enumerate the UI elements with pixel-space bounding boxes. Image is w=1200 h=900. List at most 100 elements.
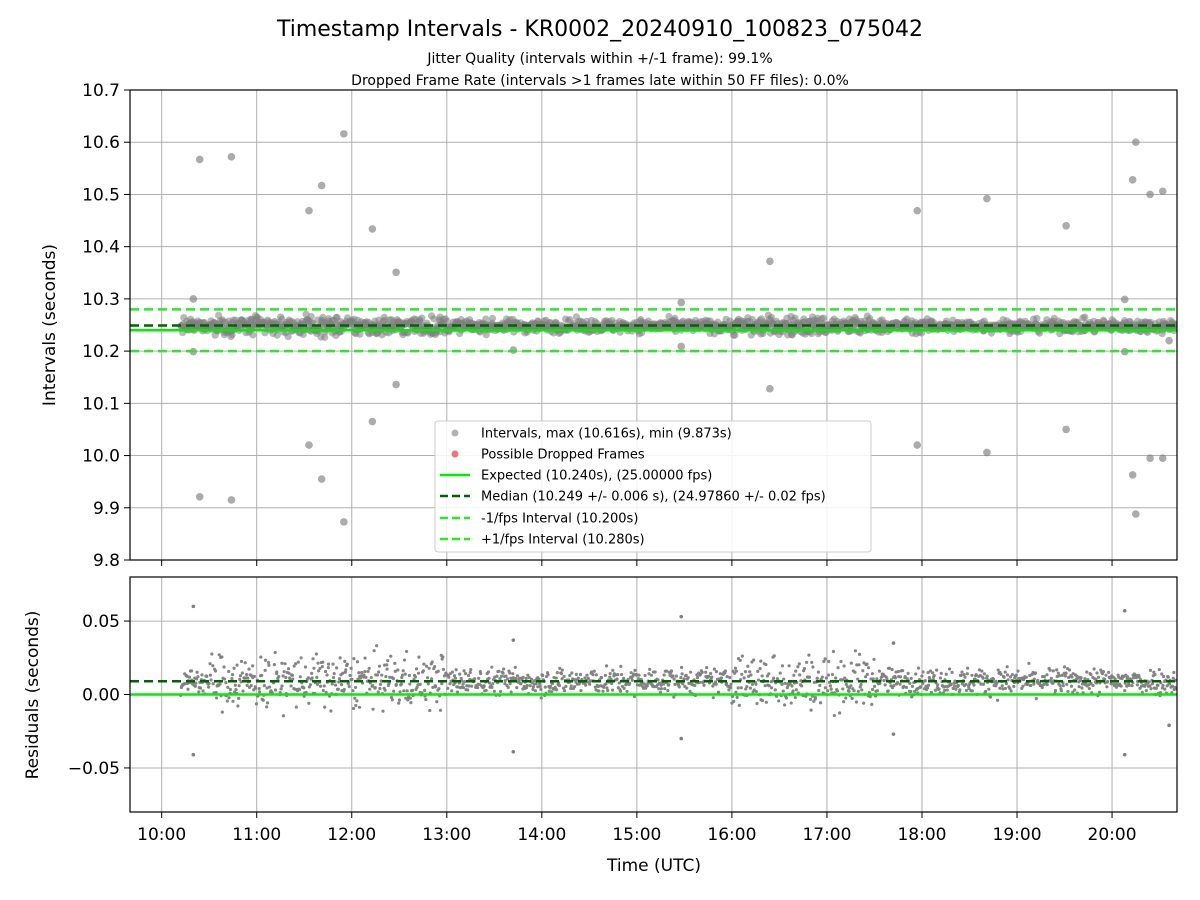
residuals-panel-point <box>426 682 430 686</box>
residuals-panel-point <box>252 674 257 678</box>
residuals-panel-point <box>1057 674 1062 678</box>
residuals-panel-point <box>636 677 641 681</box>
residuals-panel-point <box>459 676 463 680</box>
residuals-panel-point <box>980 669 984 673</box>
residuals-panel-point <box>781 689 785 693</box>
residuals-panel-point <box>707 674 711 678</box>
residuals-panel-point <box>390 698 394 702</box>
residuals-panel-point <box>912 690 917 694</box>
residuals-panel-point <box>410 688 415 692</box>
residuals-panel-point <box>363 669 367 674</box>
intervals-panel-point <box>443 317 451 326</box>
residuals-panel-point <box>588 682 592 686</box>
residuals-panel-point <box>981 676 985 680</box>
residuals-panel-point <box>1080 686 1084 690</box>
intervals-plot: 9.8 9.9 10.0 10.1 10.2 10.3 10.4 10.5 10.6 10.7 <box>82 81 1178 571</box>
intervals-panel-outlier-point <box>195 493 204 501</box>
residuals-panel-point <box>1087 686 1091 691</box>
residuals-panel-point <box>237 684 241 688</box>
residuals-panel-point <box>938 676 942 680</box>
residuals-panel-point <box>210 652 214 656</box>
residuals-panel-point <box>385 667 389 671</box>
residuals-panel-point <box>738 658 742 662</box>
residuals-panel-point <box>827 659 831 663</box>
residuals-panel-point <box>228 687 232 692</box>
residuals-panel-point <box>344 668 348 672</box>
residuals-panel-point <box>422 662 426 666</box>
residuals-panel-point <box>377 664 382 668</box>
residuals-panel-point <box>807 653 811 657</box>
residuals-panel-point <box>321 660 325 664</box>
residuals-panel-point <box>1095 671 1099 675</box>
residuals-panel-point <box>605 686 609 690</box>
residuals-panel-point <box>437 687 441 691</box>
residuals-panel-point <box>688 670 693 674</box>
residuals-panel-point <box>870 702 874 707</box>
residuals-panel-point <box>408 682 412 686</box>
residuals-panel-point <box>755 701 759 706</box>
residuals-panel-point <box>1150 682 1155 686</box>
residuals-panel-point <box>748 686 753 690</box>
residuals-panel-point <box>1154 686 1158 690</box>
residuals-panel-point <box>531 685 535 689</box>
residuals-panel-point <box>896 669 900 674</box>
legend: Intervals, max (10.616s), min (9.873s) P… <box>434 420 872 553</box>
residuals-panel-point <box>415 685 419 690</box>
residuals-panel-point <box>564 684 568 688</box>
residuals-panel-point <box>405 689 409 693</box>
residuals-panel-point <box>353 696 357 700</box>
residuals-panel-point <box>267 663 271 667</box>
residuals-panel-point <box>519 682 523 686</box>
x-tick-label: 19:00 <box>993 825 1042 845</box>
residuals-panel-point <box>463 680 467 684</box>
residuals-panel-point <box>446 686 450 690</box>
residuals-panel-point <box>847 689 851 693</box>
residuals-panel-point <box>265 701 270 705</box>
intervals-panel-outlier-point <box>317 475 326 483</box>
intervals-panel-point <box>482 315 490 323</box>
residuals-panel-point <box>1049 676 1053 680</box>
residuals-panel-point <box>849 684 853 688</box>
residuals-panel-point <box>718 672 722 676</box>
residuals-panel-point <box>440 681 444 686</box>
residuals-panel-point <box>856 677 860 681</box>
residuals-panel-point <box>508 671 512 675</box>
residuals-panel-point <box>619 664 623 668</box>
residuals-panel-point <box>849 661 853 665</box>
residuals-panel-point <box>870 687 875 692</box>
legend-label-plus-interval: +1/fps Interval (10.280s) <box>481 533 645 548</box>
residuals-panel-point <box>772 654 776 658</box>
intervals-panel-outlier-point <box>1120 295 1129 304</box>
residuals-panel-point <box>348 673 352 678</box>
residuals-panel-point <box>1061 684 1065 688</box>
residuals-panel-point <box>243 661 247 665</box>
residuals-panel-point <box>245 683 249 687</box>
residuals-panel-point <box>209 678 213 682</box>
residuals-panel-point <box>220 655 224 659</box>
residuals-panel-point <box>325 673 329 677</box>
residuals-panel-point <box>423 688 427 692</box>
residuals-panel-point <box>597 689 601 693</box>
intervals-panel-point <box>307 312 315 321</box>
residuals-panel-point <box>364 675 368 679</box>
residuals-panel-point <box>573 678 577 682</box>
residuals-panel-point <box>373 685 377 690</box>
residuals-panel-point <box>1123 688 1127 693</box>
residuals-panel-point <box>995 698 1000 702</box>
residuals-panel-point <box>767 684 771 688</box>
residuals-panel-point <box>265 705 269 709</box>
residuals-panel-point <box>239 680 243 684</box>
residuals-panel-point <box>1168 682 1172 686</box>
residuals-panel-point <box>235 663 239 667</box>
residuals-panel-point <box>1166 675 1170 679</box>
residuals-panel-point <box>461 682 465 686</box>
residuals-panel-point <box>995 681 999 685</box>
residuals-panel-point <box>1008 687 1012 691</box>
intervals-panel-point <box>418 314 426 322</box>
residuals-panel-point <box>686 675 690 680</box>
residuals-panel-point <box>1077 685 1081 689</box>
residuals-panel-point <box>681 682 685 686</box>
residuals-panel-point <box>280 684 284 688</box>
intervals-panel-outlier-point <box>766 384 774 393</box>
intervals-panel-y-tick-label: 10.4 <box>82 238 120 258</box>
